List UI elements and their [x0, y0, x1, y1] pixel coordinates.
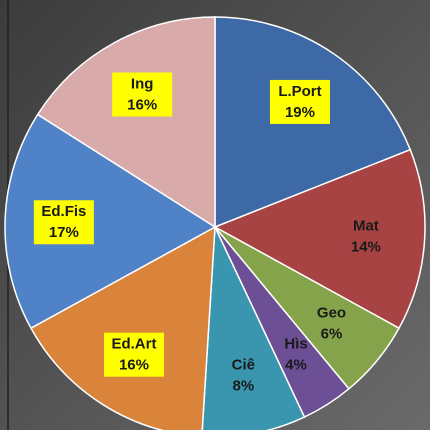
slice-label: Mat [353, 217, 379, 234]
slice-label: Ed.Art [111, 336, 156, 353]
pie-slice [201, 226, 306, 430]
slice-value-label: 8% [232, 377, 254, 394]
pie-slice [29, 225, 216, 430]
label-box [103, 332, 164, 377]
label-box [33, 200, 94, 245]
slice-label: Ed.Fis [41, 203, 86, 220]
label-box [269, 79, 330, 124]
slice-value-label: 16% [127, 96, 157, 113]
label-box [112, 72, 173, 117]
slice-value-label: 16% [119, 357, 149, 374]
slice-value-label: 6% [321, 325, 343, 342]
slice-value-label: 17% [49, 224, 79, 241]
slice-label: Geo [317, 304, 346, 321]
slice-label: L.Port [278, 83, 321, 100]
slice-label: Hìs [284, 336, 307, 353]
slice-label: Ciê [232, 356, 255, 373]
slice-label: Ing [131, 75, 154, 92]
pie-slice [4, 113, 217, 330]
pie-slice [213, 148, 426, 330]
slice-value-label: 19% [285, 104, 315, 121]
slice-value-label: 14% [351, 238, 381, 255]
slice-value-label: 4% [285, 357, 307, 374]
pie-slice [36, 16, 216, 229]
